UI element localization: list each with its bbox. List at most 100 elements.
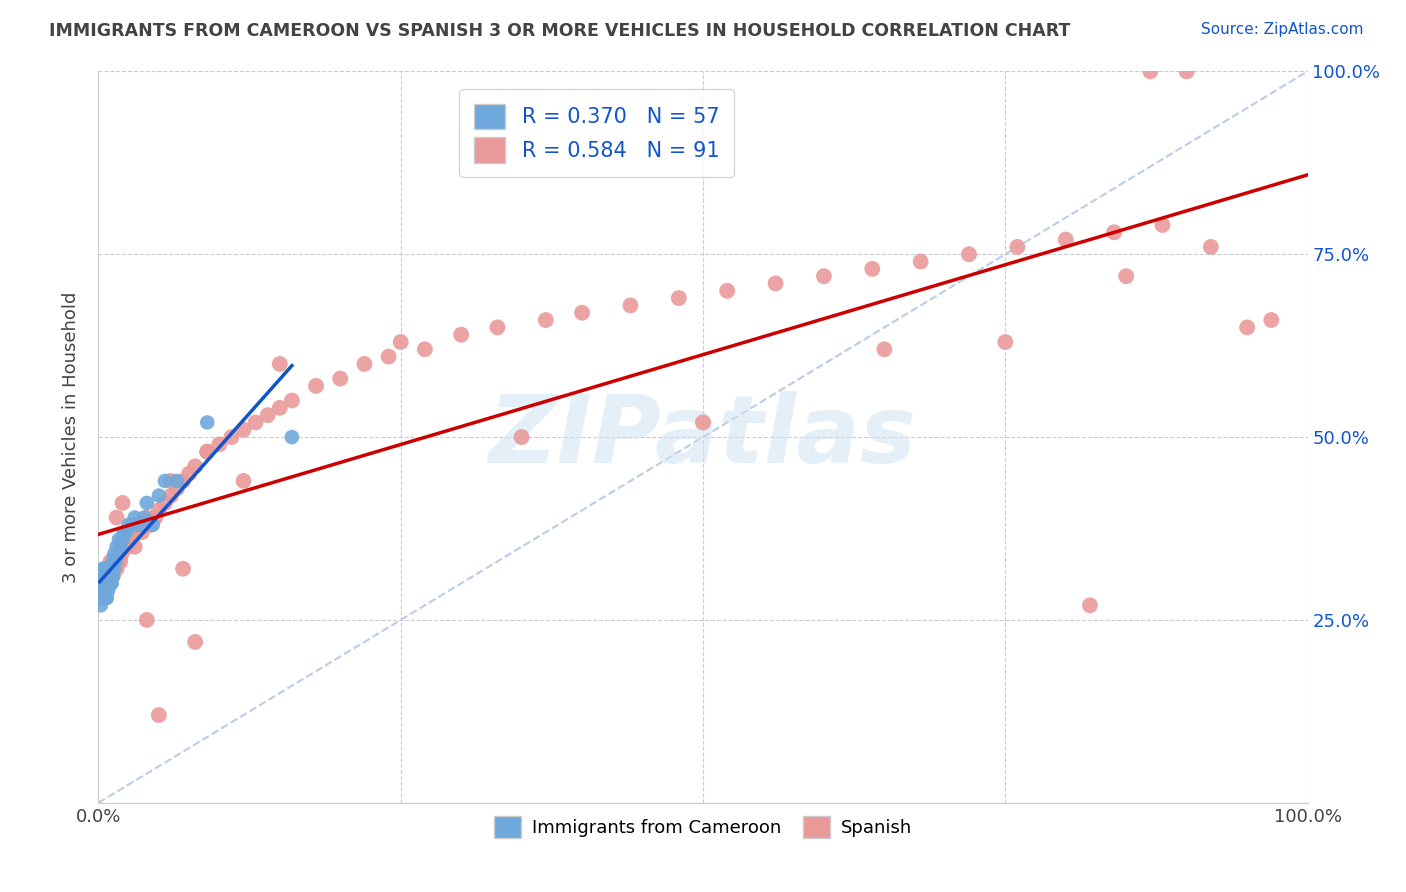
- Point: [184, 459, 207, 474]
- Point: [353, 357, 375, 371]
- Point: [131, 525, 153, 540]
- Point: [118, 525, 141, 540]
- Point: [1236, 320, 1258, 334]
- Point: [221, 430, 243, 444]
- Point: [134, 510, 156, 524]
- Point: [91, 591, 114, 605]
- Point: [105, 562, 128, 576]
- Point: [110, 547, 132, 561]
- Point: [1102, 225, 1125, 239]
- Point: [127, 517, 149, 532]
- Point: [93, 569, 115, 583]
- Point: [93, 569, 115, 583]
- Point: [510, 430, 533, 444]
- Point: [184, 635, 207, 649]
- Point: [195, 416, 218, 430]
- Point: [765, 277, 787, 291]
- Point: [93, 562, 115, 576]
- Point: [1260, 313, 1282, 327]
- Point: [98, 576, 121, 591]
- Point: [117, 540, 139, 554]
- Point: [94, 576, 117, 591]
- Point: [98, 576, 121, 591]
- Point: [208, 437, 231, 451]
- Point: [101, 569, 124, 583]
- Point: [994, 334, 1017, 349]
- Point: [139, 517, 162, 532]
- Point: [101, 569, 124, 583]
- Point: [96, 562, 118, 576]
- Point: [93, 576, 115, 591]
- Point: [118, 517, 141, 532]
- Point: [232, 423, 254, 437]
- Point: [281, 430, 304, 444]
- Point: [389, 334, 412, 349]
- Point: [111, 496, 134, 510]
- Point: [160, 474, 183, 488]
- Point: [105, 540, 128, 554]
- Point: [93, 591, 115, 605]
- Point: [1115, 269, 1137, 284]
- Point: [377, 350, 399, 364]
- Point: [89, 591, 111, 605]
- Point: [1199, 240, 1222, 254]
- Point: [107, 547, 129, 561]
- Point: [104, 554, 127, 568]
- Point: [148, 489, 170, 503]
- Point: [1007, 240, 1029, 254]
- Point: [100, 562, 122, 576]
- Point: [486, 320, 509, 334]
- Point: [269, 357, 291, 371]
- Point: [94, 569, 117, 583]
- Point: [108, 540, 131, 554]
- Point: [111, 540, 134, 554]
- Point: [281, 393, 304, 408]
- Point: [103, 562, 125, 576]
- Point: [100, 569, 122, 583]
- Point: [413, 343, 436, 357]
- Point: [135, 496, 157, 510]
- Point: [100, 554, 122, 568]
- Point: [1078, 599, 1101, 613]
- Point: [256, 408, 278, 422]
- Point: [166, 474, 188, 488]
- Point: [1152, 218, 1174, 232]
- Point: [93, 576, 115, 591]
- Legend: Immigrants from Cameroon, Spanish: Immigrants from Cameroon, Spanish: [486, 808, 920, 845]
- Text: IMMIGRANTS FROM CAMEROON VS SPANISH 3 OR MORE VEHICLES IN HOUSEHOLD CORRELATION : IMMIGRANTS FROM CAMEROON VS SPANISH 3 OR…: [49, 22, 1070, 40]
- Point: [96, 569, 118, 583]
- Point: [96, 569, 118, 583]
- Point: [166, 481, 188, 495]
- Point: [108, 547, 131, 561]
- Point: [91, 576, 114, 591]
- Point: [96, 591, 118, 605]
- Text: ZIPatlas: ZIPatlas: [489, 391, 917, 483]
- Point: [124, 510, 146, 524]
- Point: [121, 517, 143, 532]
- Point: [813, 269, 835, 284]
- Point: [94, 583, 117, 598]
- Point: [91, 583, 114, 598]
- Point: [94, 591, 117, 605]
- Point: [135, 510, 157, 524]
- Point: [160, 489, 183, 503]
- Point: [121, 533, 143, 547]
- Point: [571, 306, 593, 320]
- Point: [115, 525, 138, 540]
- Point: [195, 444, 218, 458]
- Point: [112, 525, 135, 540]
- Point: [179, 467, 201, 481]
- Point: [100, 576, 122, 591]
- Point: [97, 569, 120, 583]
- Point: [100, 569, 122, 583]
- Point: [98, 562, 121, 576]
- Point: [108, 533, 131, 547]
- Point: [96, 576, 118, 591]
- Point: [100, 576, 122, 591]
- Point: [127, 517, 149, 532]
- Point: [94, 562, 117, 576]
- Point: [91, 583, 114, 598]
- Point: [860, 261, 883, 276]
- Point: [91, 569, 114, 583]
- Point: [91, 576, 114, 591]
